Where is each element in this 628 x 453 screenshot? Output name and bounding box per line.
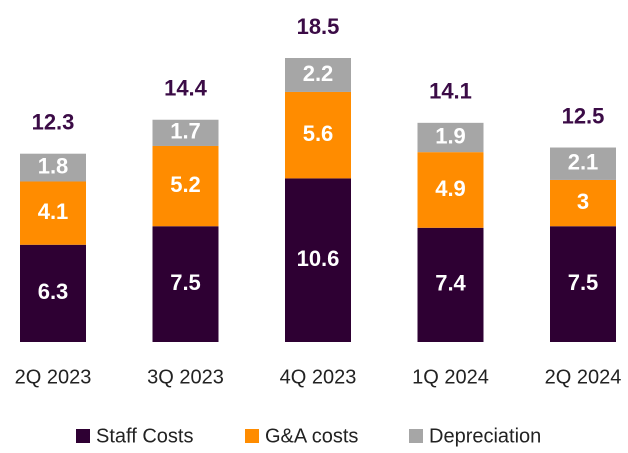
value-label: 5.6 — [303, 121, 334, 146]
legend-label: Depreciation — [429, 425, 541, 447]
bar-segment — [152, 226, 219, 342]
value-label: 4.1 — [38, 199, 69, 224]
legend-label: Staff Costs — [96, 425, 193, 447]
value-label: 6.3 — [38, 279, 69, 304]
bar-segment — [285, 178, 351, 342]
value-label: 2.1 — [568, 150, 599, 175]
bar-segment — [417, 152, 484, 228]
value-label: 7.5 — [568, 270, 599, 295]
legend-swatch — [76, 429, 90, 443]
bar-segment — [550, 226, 616, 342]
value-label: 10.6 — [297, 246, 340, 271]
total-label: 18.5 — [297, 14, 340, 39]
bar-segment — [152, 119, 219, 146]
value-label: 7.4 — [435, 271, 466, 296]
total-label: 12.3 — [32, 110, 75, 135]
bar-segment — [20, 244, 86, 342]
bar-segment — [20, 153, 86, 182]
x-tick-label: 1Q 2024 — [412, 366, 489, 388]
bar-segment — [20, 181, 86, 245]
legend-label: G&A costs — [265, 425, 358, 447]
x-tick-label: 4Q 2023 — [280, 366, 357, 388]
value-label: 2.2 — [303, 61, 334, 86]
x-tick-label: 2Q 2024 — [545, 366, 622, 388]
value-label: 3 — [577, 189, 589, 214]
value-label: 1.8 — [38, 153, 69, 178]
value-label: 4.9 — [435, 176, 466, 201]
value-label: 1.7 — [170, 119, 201, 144]
legend-swatch — [245, 429, 259, 443]
value-label: 1.9 — [435, 123, 466, 148]
total-label: 14.1 — [429, 79, 472, 104]
bar-segment — [152, 145, 219, 227]
total-label: 12.5 — [562, 103, 605, 128]
bar-segment — [417, 227, 484, 342]
legend-swatch — [409, 429, 423, 443]
bar-segment — [285, 58, 351, 92]
bar-segment — [285, 91, 351, 179]
x-tick-label: 3Q 2023 — [147, 366, 224, 388]
bar-segment — [550, 179, 616, 227]
value-label: 7.5 — [170, 270, 201, 295]
bar-segment — [550, 147, 616, 180]
bar-segment — [417, 122, 484, 153]
x-tick-label: 2Q 2023 — [15, 366, 92, 388]
value-label: 5.2 — [170, 172, 201, 197]
total-label: 14.4 — [164, 76, 208, 101]
